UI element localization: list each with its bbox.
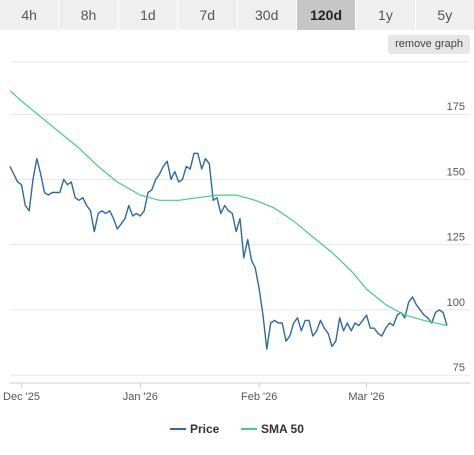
tab-30d[interactable]: 30d [237, 0, 297, 30]
x-axis: Dec '25 Jan '26 Feb '26 Mar '26 [3, 382, 470, 403]
y-tick-label: 150 [447, 166, 465, 178]
chart-series [9, 90, 448, 350]
tab-7d[interactable]: 7d [178, 0, 238, 30]
legend-price-label[interactable]: Price [190, 422, 220, 436]
tab-5y[interactable]: 5y [415, 0, 474, 30]
y-tick-label: 75 [453, 362, 465, 374]
x-tick-label: Feb '26 [241, 391, 277, 403]
tab-8h[interactable]: 8h [59, 0, 119, 30]
tab-1y[interactable]: 1y [356, 0, 416, 30]
timeframe-tabs: 4h 8h 1d 7d 30d 120d 1y 5y [0, 0, 474, 30]
y-tick-label: 175 [447, 101, 465, 113]
price-line [9, 152, 448, 350]
remove-graph-button[interactable]: remove graph [388, 35, 470, 54]
x-tick-label: Jan '26 [123, 391, 158, 403]
y-tick-label: 100 [447, 297, 465, 309]
tab-120d[interactable]: 120d [296, 0, 357, 30]
x-tick-label: Mar '26 [348, 391, 384, 403]
legend-sma-label[interactable]: SMA 50 [261, 422, 304, 436]
tab-1d[interactable]: 1d [118, 0, 179, 30]
y-tick-label: 125 [447, 232, 465, 244]
chart-legend: Price SMA 50 [170, 422, 304, 436]
x-tick-label: Dec '25 [3, 391, 40, 403]
sma-50-line [9, 90, 448, 327]
tab-4h[interactable]: 4h [0, 0, 60, 30]
chart-grid [10, 61, 470, 376]
y-axis: 75 100 125 150 175 [447, 101, 465, 374]
